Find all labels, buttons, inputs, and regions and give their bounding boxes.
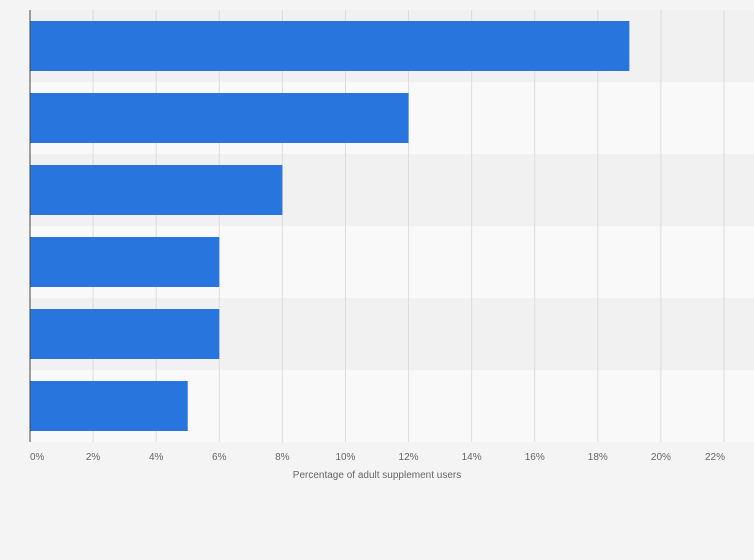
x-axis-title: Percentage of adult supplement users xyxy=(293,470,461,481)
x-tick-label: 6% xyxy=(212,452,227,463)
x-tick-label: 22% xyxy=(705,452,725,463)
x-tick-label: 4% xyxy=(149,452,164,463)
bar[interactable] xyxy=(30,309,220,359)
vertical-gridlines xyxy=(92,10,725,442)
x-tick-label: 20% xyxy=(651,452,671,463)
x-tick-label: 12% xyxy=(399,452,419,463)
x-tick-label: 8% xyxy=(275,452,290,463)
x-tick-label: 16% xyxy=(525,452,545,463)
x-tick-label: 0% xyxy=(30,452,45,463)
row-bands xyxy=(30,10,754,442)
bar[interactable] xyxy=(30,237,220,287)
x-tick-label: 2% xyxy=(86,452,101,463)
x-tick-label: 10% xyxy=(335,452,355,463)
bars xyxy=(30,21,630,431)
x-tick-label: 14% xyxy=(462,452,482,463)
bar[interactable] xyxy=(30,165,283,215)
bar[interactable] xyxy=(30,21,630,71)
bar[interactable] xyxy=(30,93,409,143)
x-tick-label: 18% xyxy=(588,452,608,463)
bar[interactable] xyxy=(30,381,188,431)
x-axis-tick-labels: 0% 2% 4% 6% 8% 10% 12% 14% 16% 18% 20% 22% xyxy=(30,452,725,463)
